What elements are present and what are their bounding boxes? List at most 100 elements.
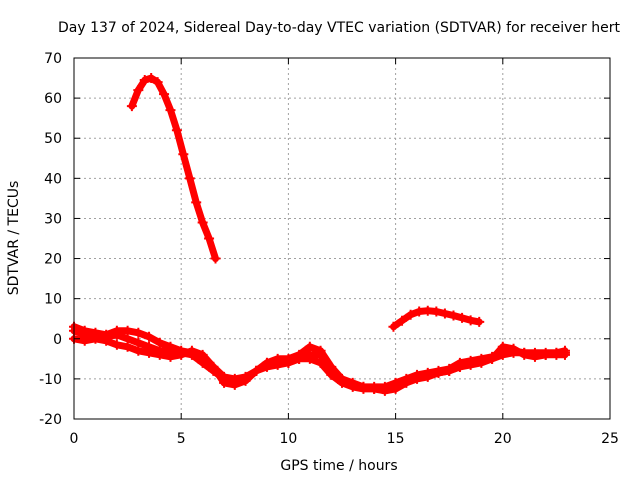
x-tick-label: 20 (494, 431, 512, 447)
data-point (347, 379, 358, 390)
data-point (294, 353, 305, 364)
data-point (433, 367, 444, 378)
y-tick-label: 30 (44, 211, 62, 227)
y-tick-label: 60 (44, 91, 62, 107)
data-point (133, 345, 144, 356)
data-point (79, 325, 90, 336)
y-tick-label: 10 (44, 292, 62, 308)
data-point (412, 373, 423, 384)
y-tick-label: 0 (53, 332, 62, 348)
y-tick-label: 20 (44, 252, 62, 268)
data-point (405, 309, 416, 320)
data-point (240, 371, 251, 382)
series-arc-mid (388, 305, 485, 332)
data-point (497, 341, 508, 352)
data-point (79, 335, 90, 346)
data-point (122, 341, 133, 352)
data-point (133, 85, 144, 96)
data-point (165, 105, 176, 116)
data-point (439, 308, 450, 319)
data-point (272, 359, 283, 370)
data-point (457, 312, 468, 323)
series-arc-high (126, 73, 221, 264)
grid-lines (74, 58, 610, 419)
y-tick-label: -10 (39, 372, 62, 388)
data-point (210, 253, 221, 264)
data-point (144, 331, 155, 342)
data-point (139, 75, 150, 86)
data-point (144, 347, 155, 358)
y-tick-label: -20 (39, 412, 62, 428)
x-tick-label: 15 (387, 431, 405, 447)
data-point (229, 373, 240, 384)
data-point (431, 306, 442, 317)
data-point (559, 345, 570, 356)
data-point (519, 349, 530, 360)
data-point (529, 351, 540, 362)
x-tick-label: 0 (70, 431, 79, 447)
y-tick-label: 50 (44, 131, 62, 147)
data-point (422, 305, 433, 316)
data-point (184, 173, 195, 184)
data-point (304, 349, 315, 360)
data-point (414, 306, 425, 317)
data-point (90, 327, 101, 338)
data-point (219, 371, 230, 382)
data-point (171, 125, 182, 136)
y-tick-label: 40 (44, 171, 62, 187)
data-point (146, 73, 157, 84)
data-point (422, 371, 433, 382)
data-point (337, 375, 347, 386)
x-tick-label: 5 (177, 431, 186, 447)
data-point (476, 357, 487, 368)
data-point (154, 337, 165, 348)
data-point (454, 361, 465, 372)
data-point (251, 365, 262, 376)
data-point (197, 353, 208, 364)
data-point (388, 321, 399, 332)
data-point (390, 383, 401, 394)
data-point (176, 345, 187, 356)
chart-title: Day 137 of 2024, Sidereal Day-to-day VTE… (58, 20, 620, 36)
data-point (358, 381, 369, 392)
data-point (487, 353, 498, 364)
data-point (111, 339, 122, 350)
data-point (159, 89, 170, 100)
data-point (191, 197, 202, 208)
plot-frame (73, 57, 611, 420)
data-point (326, 365, 337, 376)
data-point (197, 217, 208, 228)
data-point (152, 77, 163, 88)
data-point (165, 351, 176, 362)
data-point (315, 349, 326, 360)
data-point (165, 341, 176, 352)
data-point (465, 315, 476, 326)
x-tick-label: 25 (601, 431, 619, 447)
data-point (369, 383, 380, 394)
data-point (111, 325, 122, 336)
series-band (128, 74, 219, 263)
data-point (465, 359, 476, 370)
y-tick-label: 70 (44, 51, 62, 67)
data-point (154, 349, 165, 360)
data-point (401, 377, 412, 388)
data-point (283, 357, 294, 368)
data-point (122, 325, 133, 336)
data-point (540, 349, 551, 360)
data-point (208, 361, 219, 372)
data-point (551, 347, 562, 358)
y-axis-label: SDTVAR / TECUs (6, 181, 22, 296)
data-point (379, 385, 390, 396)
data-point (474, 316, 485, 327)
axis-ticks: 0 5 10 15 20 25 -20 -10 0 10 20 30 40 50 60 70 (39, 51, 619, 447)
data-point (204, 233, 215, 244)
x-tick-label: 10 (279, 431, 297, 447)
data-point (178, 149, 189, 160)
data-point (397, 315, 408, 326)
data-point (448, 310, 459, 321)
data-point (126, 101, 137, 112)
data-point (444, 365, 455, 376)
data-point (261, 361, 272, 372)
data-series (69, 73, 570, 396)
